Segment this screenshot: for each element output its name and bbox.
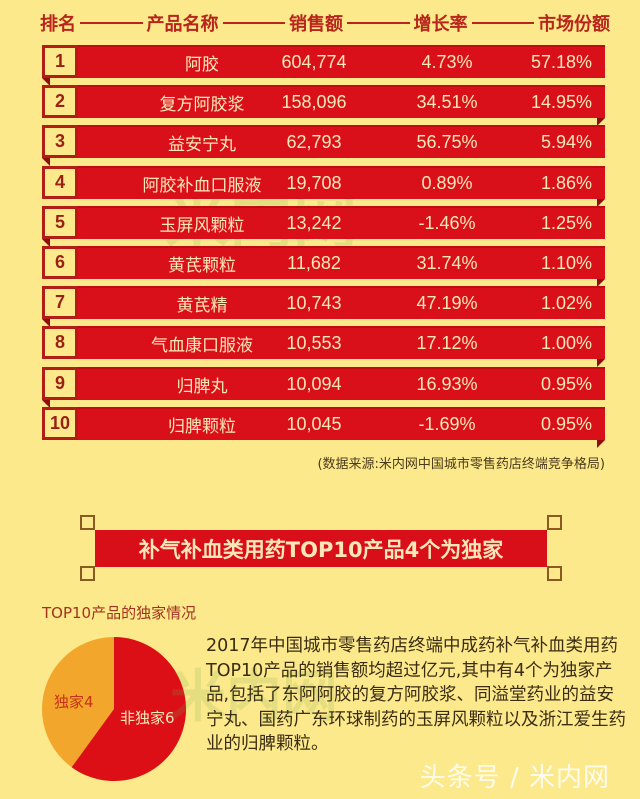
rank-badge: 4 bbox=[42, 165, 78, 199]
header-sales: 销售额 bbox=[289, 14, 343, 35]
growth-rate: 4.73% bbox=[421, 52, 473, 72]
sales-value: 10,045 bbox=[286, 413, 342, 434]
growth-rate: 34.51% bbox=[416, 92, 478, 113]
header-divider bbox=[471, 22, 534, 24]
sales-value: 604,774 bbox=[281, 52, 347, 72]
table-row: 3 益安宁丸 62,793 56.75% 5.94% bbox=[42, 125, 605, 167]
ribbon-fold bbox=[597, 278, 605, 287]
sales-value: 19,708 bbox=[286, 172, 342, 193]
product-name: 复方阿胶浆 bbox=[159, 95, 245, 116]
corner-mark bbox=[80, 515, 95, 530]
sales-value: 11,682 bbox=[287, 252, 341, 273]
ribbon-fold bbox=[597, 439, 605, 448]
market-share: 1.10% bbox=[540, 252, 592, 273]
ribbon-fold bbox=[597, 118, 605, 127]
product-name: 黄芪颗粒 bbox=[168, 255, 236, 276]
corner-mark bbox=[80, 566, 95, 581]
data-source-note: (数据来源:米内网中国城市零售药店终端竞争格局) bbox=[317, 457, 605, 472]
product-name: 阿胶补血口服液 bbox=[142, 175, 262, 196]
growth-rate: 47.19% bbox=[416, 293, 478, 314]
product-name: 归脾丸 bbox=[176, 376, 228, 397]
rank-badge: 5 bbox=[42, 205, 78, 239]
product-name: 阿胶 bbox=[185, 55, 219, 75]
growth-rate: 31.74% bbox=[416, 252, 478, 273]
table-row: 4 阿胶补血口服液 19,708 0.89% 1.86% bbox=[42, 165, 605, 207]
market-share: 14.95% bbox=[530, 92, 592, 113]
rank-badge: 2 bbox=[42, 85, 78, 119]
ribbon-fold bbox=[597, 198, 605, 207]
market-share: 1.00% bbox=[540, 333, 592, 354]
market-share: 5.94% bbox=[540, 132, 592, 153]
ribbon-fold bbox=[42, 399, 50, 408]
market-share: 57.18% bbox=[530, 52, 592, 72]
table-row: 6 黄芪颗粒 11,682 31.74% 1.10% bbox=[42, 245, 605, 287]
growth-rate: 0.89% bbox=[421, 172, 473, 193]
table-header: 排名 产品名称 销售额 增长率 市场份额 bbox=[40, 10, 610, 36]
rank-badge: 7 bbox=[42, 286, 78, 320]
ribbon-fold bbox=[42, 78, 50, 86]
product-name: 益安宁丸 bbox=[168, 135, 236, 156]
sales-value: 158,096 bbox=[281, 92, 347, 113]
table-row: 1 阿胶 604,774 4.73% 57.18% bbox=[42, 45, 605, 86]
growth-rate: -1.46% bbox=[418, 212, 476, 233]
table-row: 8 气血康口服液 10,553 17.12% 1.00% bbox=[42, 326, 605, 368]
pie-slice-non-exclusive bbox=[71, 637, 186, 781]
sales-value: 10,094 bbox=[286, 373, 342, 394]
product-name: 玉屏风颗粒 bbox=[159, 215, 245, 236]
sales-value: 10,553 bbox=[286, 333, 342, 354]
pie-title: TOP10产品的独家情况 bbox=[42, 604, 197, 622]
header-divider bbox=[347, 22, 410, 24]
corner-mark bbox=[547, 515, 562, 530]
market-share: 1.25% bbox=[540, 212, 592, 233]
product-name: 黄芪精 bbox=[176, 296, 228, 317]
header-divider bbox=[222, 22, 285, 24]
corner-mark bbox=[547, 566, 562, 581]
ribbon-fold bbox=[42, 319, 50, 328]
pie-label-non-exclusive: 非独家6 bbox=[120, 709, 175, 727]
market-share: 1.86% bbox=[540, 172, 592, 193]
table-row: 7 黄芪精 10,743 47.19% 1.02% bbox=[42, 286, 605, 328]
ranking-table: 1 阿胶 604,774 4.73% 57.18% 2 复方阿胶浆 158,09… bbox=[42, 45, 605, 448]
ribbon-fold bbox=[597, 359, 605, 368]
footer-watermark: 头条号 / 米内网 bbox=[419, 763, 610, 793]
product-name: 气血康口服液 bbox=[151, 336, 253, 357]
header-rank: 排名 bbox=[40, 14, 76, 35]
rank-badge: 3 bbox=[42, 125, 78, 159]
rank-badge: 10 bbox=[42, 406, 78, 440]
header-market-share: 市场份额 bbox=[538, 14, 610, 35]
header-product-name: 产品名称 bbox=[146, 14, 219, 35]
section-banner: 补气补血类用药TOP10产品4个为独家 bbox=[78, 514, 564, 584]
sales-value: 10,743 bbox=[286, 293, 342, 314]
table-row: 5 玉屏风颗粒 13,242 -1.46% 1.25% bbox=[42, 205, 605, 247]
pie-svg bbox=[42, 637, 186, 781]
product-name: 归脾颗粒 bbox=[168, 416, 236, 437]
ribbon-fold bbox=[42, 238, 50, 247]
table-row: 2 复方阿胶浆 158,096 34.51% 14.95% bbox=[42, 85, 605, 127]
growth-rate: 16.93% bbox=[416, 373, 478, 394]
rank-badge: 6 bbox=[42, 245, 78, 279]
sales-value: 13,242 bbox=[286, 212, 342, 233]
growth-rate: -1.69% bbox=[418, 413, 476, 434]
market-share: 0.95% bbox=[540, 373, 592, 394]
ribbon-fold bbox=[42, 158, 50, 167]
rank-badge: 8 bbox=[42, 326, 78, 360]
rank-badge: 9 bbox=[42, 366, 78, 400]
pie-label-exclusive: 独家4 bbox=[54, 693, 94, 711]
background-watermark: 米内网 bbox=[170, 665, 338, 730]
banner-title: 补气补血类用药TOP10产品4个为独家 bbox=[95, 530, 547, 567]
table-row: 9 归脾丸 10,094 16.93% 0.95% bbox=[42, 366, 605, 408]
description-text: 2017年中国城市零售药店终端中成药补气补血类用药TOP10产品的销售额均超过亿… bbox=[206, 636, 626, 754]
growth-rate: 56.75% bbox=[416, 132, 478, 153]
sales-value: 62,793 bbox=[286, 132, 342, 153]
market-share: 1.02% bbox=[540, 293, 592, 314]
growth-rate: 17.12% bbox=[416, 333, 478, 354]
table-row: 10 归脾颗粒 10,045 -1.69% 0.95% bbox=[42, 406, 605, 448]
exclusivity-pie-chart: 独家4 非独家6 bbox=[40, 635, 188, 783]
header-growth: 增长率 bbox=[413, 14, 468, 35]
market-share: 0.95% bbox=[540, 413, 592, 434]
rank-badge: 1 bbox=[42, 45, 78, 78]
header-divider bbox=[80, 22, 143, 24]
